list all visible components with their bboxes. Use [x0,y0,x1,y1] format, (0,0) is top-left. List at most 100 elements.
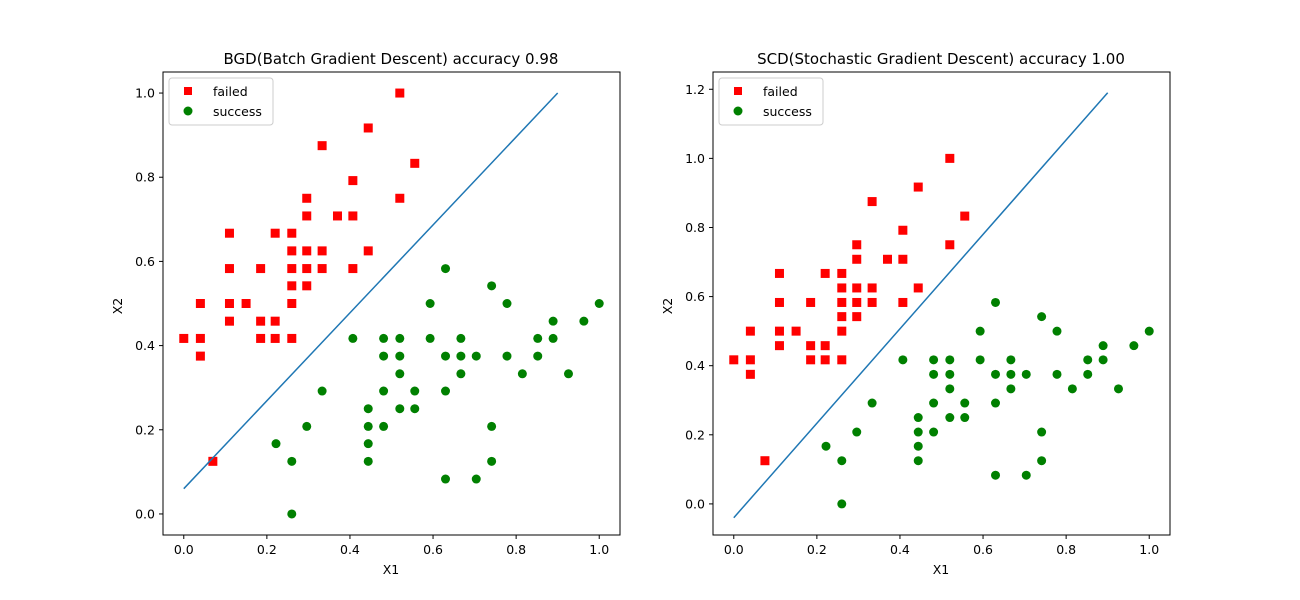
scd-point-success [945,384,955,394]
bgd-point-success [533,333,543,343]
bgd-point-success [379,351,389,361]
bgd-point-success [548,316,558,326]
bgd-y-tick-label: 0.8 [135,170,155,185]
bgd-point-failed [332,211,342,221]
scd-y-tick-label: 1.0 [685,151,705,166]
scd-y-tick-label: 0.8 [685,220,705,235]
scd-y-tick-label: 0.4 [685,358,705,373]
scd-point-failed [820,268,830,278]
scd-point-failed [837,268,847,278]
bgd-point-success [363,421,373,431]
scd-x-tick-label: 0.4 [890,542,910,557]
scd-point-success [929,427,939,437]
bgd-y-tick-label: 0.0 [135,506,155,521]
scd-axes-frame [712,71,1171,536]
scd-x-tick-label: 0.2 [807,542,827,557]
scd-point-failed [945,240,955,250]
scd-point-success [991,398,1001,408]
bgd-point-failed [241,299,251,308]
scd-point-success [1098,341,1108,351]
bgd-point-success [395,369,405,379]
bgd-point-success [410,386,420,396]
scd-point-success [960,398,970,408]
scd-point-failed [852,254,862,264]
bgd-point-failed [317,246,327,256]
scd-point-failed [745,369,755,379]
bgd-x-tick-label: 0.4 [340,542,360,557]
scd-point-failed [745,326,755,336]
bgd-point-success [594,299,604,308]
bgd-point-success [441,264,451,274]
scd-point-success [852,427,862,437]
bgd-point-success [441,351,451,361]
bgd-point-failed [287,281,297,291]
scd-point-failed [867,283,877,293]
bgd-point-failed [224,299,234,308]
scd-point-success [913,441,923,451]
bgd-point-failed [208,456,218,466]
bgd-point-success [502,299,512,308]
bgd-point-success [302,421,312,431]
scd-point-success [1067,384,1077,394]
scd-point-success [929,355,939,365]
bgd-point-success [579,316,589,326]
scd-point-failed [729,355,739,365]
scd-point-failed [837,283,847,293]
bgd-x-tick-label: 1.0 [589,542,609,557]
scd-point-failed [882,254,892,264]
bgd-point-failed [395,193,405,203]
bgd-point-failed [317,141,327,151]
scd-point-success [1083,369,1093,379]
bgd-point-success [379,333,389,343]
bgd-point-success [487,456,497,466]
bgd-point-failed [195,351,205,361]
scd-point-failed [898,225,908,235]
scd-point-failed [837,297,847,307]
scd-point-failed [960,211,970,221]
bgd-x-tick-label: 0.8 [506,542,526,557]
scd-point-success [975,326,985,336]
bgd-point-success [425,333,435,343]
bgd-point-success [287,509,297,519]
bgd-point-failed [302,264,312,274]
bgd-point-failed [287,228,297,238]
bgd-point-failed [256,264,266,274]
scd-point-success [821,441,831,451]
scd-point-failed [913,182,923,192]
bgd-legend-success-label: success [213,104,262,119]
scd-point-failed [774,268,784,278]
bgd-point-failed [287,299,297,308]
bgd-point-success [363,439,373,449]
bgd-point-success [533,351,543,361]
scd-point-success [1006,369,1016,379]
bgd-x-tick-label: 0.2 [257,542,277,557]
bgd-y-tick-label: 0.2 [135,422,155,437]
scd-point-success [913,427,923,437]
scd-point-failed [837,312,847,322]
bgd-point-failed [348,211,358,221]
bgd-point-failed [302,281,312,291]
scd-point-success [1021,369,1031,379]
bgd-point-failed [270,316,280,326]
bgd-legend-box [168,77,274,126]
bgd-y-tick-label: 0.6 [135,254,155,269]
scd-marks [729,92,1154,519]
scd-point-failed [837,355,847,365]
bgd-chart-title: BGD(Batch Gradient Descent) accuracy 0.9… [224,50,559,68]
scd-point-failed [898,254,908,264]
scd-point-success [929,398,939,408]
bgd-legend-failed-label: failed [213,84,248,99]
bgd-point-success [487,281,497,291]
scd-point-success [1098,355,1108,365]
scd-legend-success-swatch [733,106,743,116]
scd-legend: failed success [718,77,824,126]
scd-y-tick-label: 0.6 [685,289,705,304]
bgd-point-failed [195,299,205,308]
bgd-point-failed [224,316,234,326]
bgd-point-success [287,456,297,466]
scd-point-success [945,369,955,379]
bgd-legend-failed-swatch [184,87,192,95]
scd-point-failed [867,297,877,307]
scd-legend-failed-swatch [734,87,742,95]
scd-y-axis-label: X2 [660,298,675,315]
